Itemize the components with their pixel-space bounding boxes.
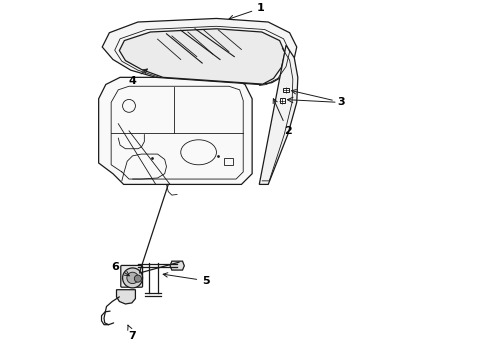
Text: 7: 7 <box>128 325 136 341</box>
Circle shape <box>134 275 142 282</box>
Polygon shape <box>120 29 285 84</box>
Text: 3: 3 <box>292 90 345 107</box>
Bar <box>223 158 233 165</box>
Polygon shape <box>259 45 298 184</box>
Polygon shape <box>98 77 252 184</box>
Text: 4: 4 <box>128 69 147 86</box>
Bar <box>280 98 285 103</box>
Polygon shape <box>117 290 135 304</box>
Text: 6: 6 <box>112 261 129 276</box>
Text: 2: 2 <box>273 99 292 136</box>
Polygon shape <box>170 261 184 270</box>
Text: 5: 5 <box>163 273 210 286</box>
Circle shape <box>127 272 138 284</box>
Polygon shape <box>102 18 297 85</box>
Bar <box>283 88 289 92</box>
Text: 1: 1 <box>229 3 265 20</box>
Circle shape <box>122 268 143 288</box>
FancyBboxPatch shape <box>121 265 143 287</box>
